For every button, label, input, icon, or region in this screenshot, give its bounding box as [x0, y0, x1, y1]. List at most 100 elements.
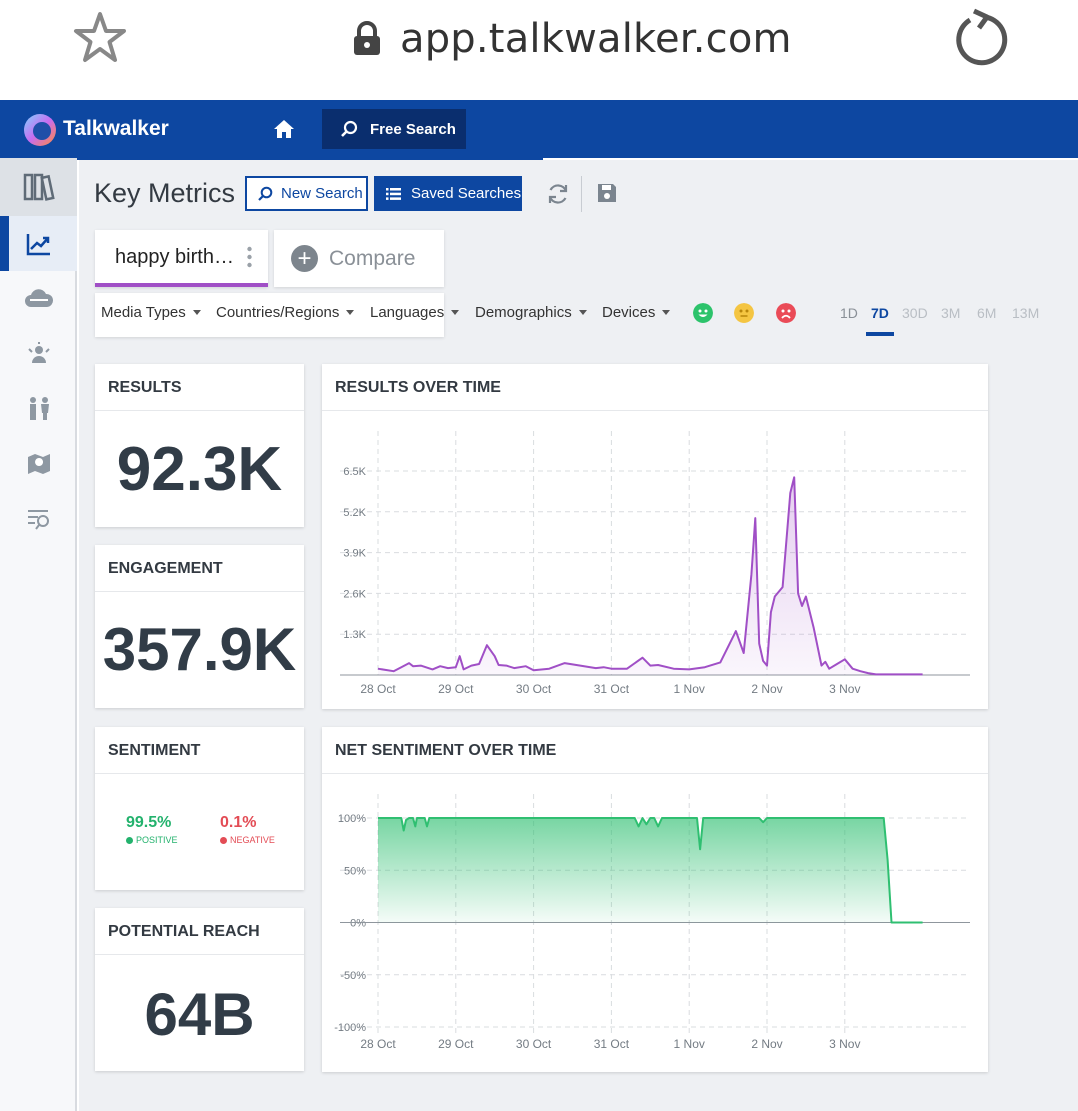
range-3m[interactable]: 3M [941, 305, 961, 321]
net-sentiment-title: NET SENTIMENT OVER TIME [335, 742, 557, 759]
caret-down-icon [451, 310, 460, 315]
library-icon [23, 173, 55, 201]
y-tick-label: -100% [334, 1022, 366, 1034]
sidebar-item-influencers[interactable] [0, 326, 77, 381]
caret-down-icon [578, 310, 587, 315]
y-tick-label: 3.9K [343, 548, 366, 560]
cloud-icon [24, 288, 53, 307]
y-tick-label: 50% [344, 865, 366, 877]
card-divider [322, 410, 988, 411]
net-sentiment-card: NET SENTIMENT OVER TIME 100% 50% 0% -50% -10… [322, 727, 988, 1072]
results-value: 92.3K [116, 435, 283, 504]
positive-label: POSITIVE [126, 835, 178, 845]
save-icon[interactable] [596, 182, 618, 204]
negative-dot-icon [220, 837, 227, 844]
negative-label: NEGATIVE [220, 835, 275, 845]
home-icon[interactable] [272, 117, 296, 141]
query-tab[interactable]: happy birth… [95, 230, 268, 287]
results-over-time-title: RESULTS OVER TIME [335, 379, 501, 396]
range-1d[interactable]: 1D [840, 305, 858, 321]
x-tick-label: 29 Oct [438, 682, 474, 696]
filter-devices[interactable]: Devices [602, 304, 671, 321]
range-6m[interactable]: 6M [977, 305, 997, 321]
reload-icon[interactable] [950, 8, 1012, 70]
filter-countries-regions[interactable]: Countries/Regions [216, 304, 355, 321]
sidebar-item-demographics[interactable] [0, 381, 77, 436]
range-7d[interactable]: 7D [871, 305, 889, 321]
series-area [378, 818, 923, 923]
search-icon [341, 120, 358, 137]
free-search-button[interactable]: Free Search [322, 109, 466, 149]
lock-icon [354, 21, 380, 55]
map-icon [27, 453, 50, 474]
x-tick-label: 3 Nov [829, 682, 860, 696]
sidebar-item-geography[interactable] [0, 436, 77, 491]
sentiment-title: SENTIMENT [108, 742, 201, 759]
y-tick-label: 100% [338, 813, 366, 825]
sentiment-card: SENTIMENT 99.5% POSITIVE 0.1% NEGATIVE [95, 727, 304, 890]
y-tick-label: 1.3K [343, 629, 366, 641]
reach-card: POTENTIAL REACH 64B [95, 908, 304, 1071]
series-line [377, 476, 923, 676]
x-tick-label: 29 Oct [438, 1037, 474, 1051]
x-tick-label: 28 Oct [360, 682, 396, 696]
sidebar-item-topics[interactable] [0, 271, 77, 326]
series-area [378, 477, 923, 675]
y-tick-label: 2.6K [343, 588, 366, 600]
y-tick-label: 5.2K [343, 507, 366, 519]
plus-icon: + [291, 245, 318, 272]
negative-face-icon[interactable] [776, 303, 796, 323]
neutral-face-icon[interactable] [734, 303, 754, 323]
filter-media-types[interactable]: Media Types [101, 304, 201, 321]
card-divider [95, 954, 304, 955]
positive-face-icon[interactable] [693, 303, 713, 323]
app-header: Talkwalker Free Search [0, 100, 1078, 158]
y-tick-label: 6.5K [343, 466, 366, 478]
bookmark-star-icon[interactable] [72, 10, 128, 66]
reach-title: POTENTIAL REACH [108, 923, 260, 940]
card-divider [95, 410, 304, 411]
main-content: Key Metrics New Search Saved Searches ha… [79, 160, 1078, 1111]
saved-searches-label: Saved Searches [411, 185, 522, 202]
more-options-icon[interactable] [247, 246, 252, 268]
new-search-button[interactable]: New Search [245, 176, 368, 211]
net-sentiment-chart: 100% 50% 0% -50% -100% 28 Oct 29 Oct 30 Oct 31 O… [334, 794, 970, 1051]
x-tick-label: 2 Nov [751, 1037, 782, 1051]
negative-value: 0.1% [220, 814, 257, 831]
sidebar-item-results-list[interactable] [0, 491, 77, 546]
browser-bar: app.talkwalker.com [0, 0, 1078, 100]
x-tick-label: 1 Nov [674, 682, 705, 696]
card-divider [322, 773, 988, 774]
compare-button[interactable]: + Compare [274, 230, 444, 287]
search-icon [258, 186, 273, 201]
saved-searches-button[interactable]: Saved Searches [374, 176, 522, 211]
refresh-icon[interactable] [546, 182, 570, 206]
address-bar[interactable]: app.talkwalker.com [352, 14, 792, 64]
sidebar-item-library[interactable] [0, 158, 77, 216]
positive-value: 99.5% [126, 814, 172, 831]
engagement-card: ENGAGEMENT 357.9K [95, 545, 304, 708]
reach-value: 64B [144, 981, 255, 1048]
people-icon [29, 396, 49, 420]
page-title: Key Metrics [94, 178, 236, 208]
brand-name: Talkwalker [63, 117, 169, 140]
talkwalker-logo-icon[interactable] [22, 112, 58, 148]
active-range-indicator [866, 332, 894, 336]
sidebar-item-key-metrics[interactable] [0, 216, 77, 271]
range-13m[interactable]: 13M [1012, 305, 1040, 321]
header-divider [0, 158, 543, 160]
y-tick-label: 0% [350, 918, 366, 930]
free-search-label: Free Search [370, 120, 456, 138]
engagement-value: 357.9K [102, 616, 297, 683]
card-divider [95, 773, 304, 774]
x-tick-label: 30 Oct [516, 682, 552, 696]
list-icon [386, 187, 401, 200]
range-30d[interactable]: 30D [902, 305, 928, 321]
filter-demographics[interactable]: Demographics [475, 304, 587, 321]
x-tick-label: 31 Oct [594, 1037, 630, 1051]
sidebar [0, 158, 77, 1111]
filter-languages[interactable]: Languages [370, 304, 460, 321]
x-tick-label: 31 Oct [594, 682, 630, 696]
influencer-icon [27, 341, 50, 363]
x-tick-label: 3 Nov [829, 1037, 860, 1051]
